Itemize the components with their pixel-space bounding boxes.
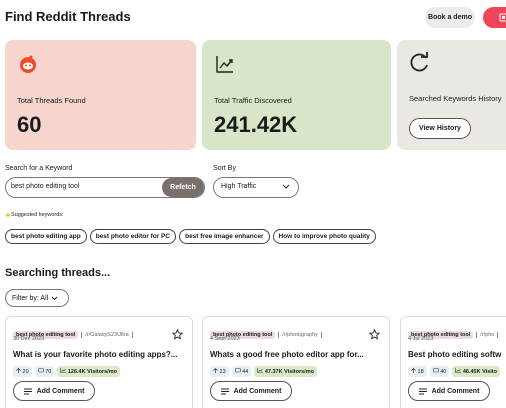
thread-title: What is your favorite photo editing apps… <box>13 350 178 359</box>
thread-meta: best photo editing tool/r/GalaxyS23Ultra <box>13 323 133 341</box>
comments: 44 <box>231 366 252 377</box>
visitors: 126.4K Visitors/mo <box>57 366 120 377</box>
chart-icon <box>455 368 462 373</box>
comments: 40 <box>429 366 450 377</box>
book-demo-button[interactable]: Book a demo <box>425 7 475 28</box>
keyword-chip[interactable]: best photo editor for PC <box>89 229 177 244</box>
star-icon <box>368 328 381 340</box>
filter-button[interactable]: Filter by: All <box>5 289 69 307</box>
visitors: 47.37K Visitors/mo <box>254 366 317 377</box>
stat-value: 241.42K <box>214 112 298 137</box>
red-button[interactable] <box>483 7 506 28</box>
add-comment-button[interactable]: Add Comment <box>408 381 490 401</box>
view-history-button[interactable]: View History <box>409 118 471 139</box>
stat-label: Searched Keywords History <box>409 94 502 103</box>
add-comment-button[interactable]: Add Comment <box>210 381 292 401</box>
add-comment-label: Add Comment <box>233 387 282 395</box>
upvotes: 23 <box>210 366 229 377</box>
sort-label: Sort By <box>213 165 236 172</box>
stat-label: Total Threads Found <box>17 96 86 105</box>
comment-count: 44 <box>242 369 249 375</box>
comment-count: 40 <box>440 369 447 375</box>
thread-card: best photo editing tool/r/pho 4 Jul 2023 B… <box>400 316 506 408</box>
upvote-count: 23 <box>219 369 226 375</box>
keyword-chip[interactable]: How to improve photo quality <box>272 229 376 244</box>
thread-stats: 20 70 126.4K Visitors/mo <box>13 366 120 377</box>
search-input[interactable]: best photo editing tool <box>5 177 205 198</box>
upvote-count: 18 <box>417 369 424 375</box>
chart-icon <box>60 368 67 373</box>
star-button[interactable] <box>368 327 381 345</box>
thread-date: 30 Dec 2023 <box>13 336 45 342</box>
visitor-count: 46.45K Visito <box>462 369 497 375</box>
add-comment-button[interactable]: Add Comment <box>13 381 95 401</box>
thread-card: best photo editing tool/r/GalaxyS23Ultra… <box>5 316 193 408</box>
thread-title: Best photo editing softw <box>408 350 502 359</box>
comment-count: 70 <box>45 369 52 375</box>
thread-stats: 23 44 47.37K Visitors/mo <box>210 366 317 377</box>
star-icon <box>5 212 11 218</box>
up-icon <box>213 368 218 373</box>
section-title: Searching threads... <box>5 267 111 279</box>
keyword-tag: best photo editing tool <box>210 331 276 339</box>
icon <box>499 13 506 22</box>
thread-card: best photo editing tool/r/photography 4 S… <box>202 316 390 408</box>
visitor-count: 47.37K Visitors/mo <box>264 369 314 375</box>
visitors: 46.45K Visito <box>452 366 500 377</box>
thread-date: 4 Sept 2023 <box>210 336 240 342</box>
chevron <box>282 184 290 189</box>
stat-label: Total Traffic Discovered <box>214 96 292 105</box>
keyword-chips: best photo editing app best photo editor … <box>5 225 379 244</box>
subreddit: /r/pho <box>476 332 499 338</box>
add-comment-label: Add Comment <box>431 387 480 395</box>
search-label: Search for a Keyword <box>5 165 73 172</box>
lines-icon <box>418 388 427 394</box>
thread-stats: 18 40 46.45K Visito <box>408 366 500 377</box>
sort-select[interactable]: High Traffic <box>213 177 299 198</box>
thread-date: 4 Jul 2023 <box>408 336 434 342</box>
thread-meta: best photo editing tool/r/pho <box>408 323 499 341</box>
star-icon <box>171 328 184 340</box>
keyword-chip[interactable]: best photo editing app <box>5 229 87 244</box>
reddit-icon <box>20 55 36 73</box>
thread-title: Whats a good free photo editor app for..… <box>210 350 364 359</box>
comment-icon <box>37 368 44 373</box>
search-query: best photo editing tool <box>11 183 80 190</box>
add-comment-label: Add Comment <box>36 387 85 395</box>
keyword-tag: best photo editing tool <box>408 331 474 339</box>
sort-value: High Traffic <box>221 183 257 190</box>
up-icon <box>16 368 21 373</box>
filter-text: Filter by: All <box>12 294 49 302</box>
star-button[interactable] <box>171 327 184 345</box>
thread-meta: best photo editing tool/r/photography <box>210 323 322 341</box>
chart-icon <box>216 56 233 73</box>
subreddit: /r/photography <box>278 332 322 338</box>
comments: 70 <box>34 366 55 377</box>
lines-icon <box>23 388 32 394</box>
stat-card: Total Threads Found 60 <box>5 40 196 150</box>
upvote-count: 20 <box>22 369 29 375</box>
suggested-label: Suggested keywords: <box>11 212 64 218</box>
chart-icon <box>257 368 264 373</box>
up-icon <box>411 368 416 373</box>
visitor-count: 126.4K Visitors/mo <box>67 369 117 375</box>
stat-card: Total Traffic Discovered 241.42K <box>202 40 391 150</box>
refresh-icon <box>410 52 428 72</box>
stat-value: 60 <box>17 112 42 137</box>
page-title: Find Reddit Threads <box>5 9 131 24</box>
refetch-button[interactable]: Refetch <box>162 178 204 197</box>
upvotes: 18 <box>408 366 427 377</box>
subreddit: /r/GalaxyS23Ultra <box>81 332 133 338</box>
comment-icon <box>234 368 241 373</box>
upvotes: 20 <box>13 366 32 377</box>
keyword-chip[interactable]: best free image enhancer <box>179 229 270 244</box>
lines-icon <box>220 388 229 394</box>
keyword-tag: best photo editing tool <box>13 331 79 339</box>
comment-icon <box>432 368 439 373</box>
chevron <box>51 296 58 300</box>
stat-card: Searched Keywords History View History <box>397 40 506 150</box>
